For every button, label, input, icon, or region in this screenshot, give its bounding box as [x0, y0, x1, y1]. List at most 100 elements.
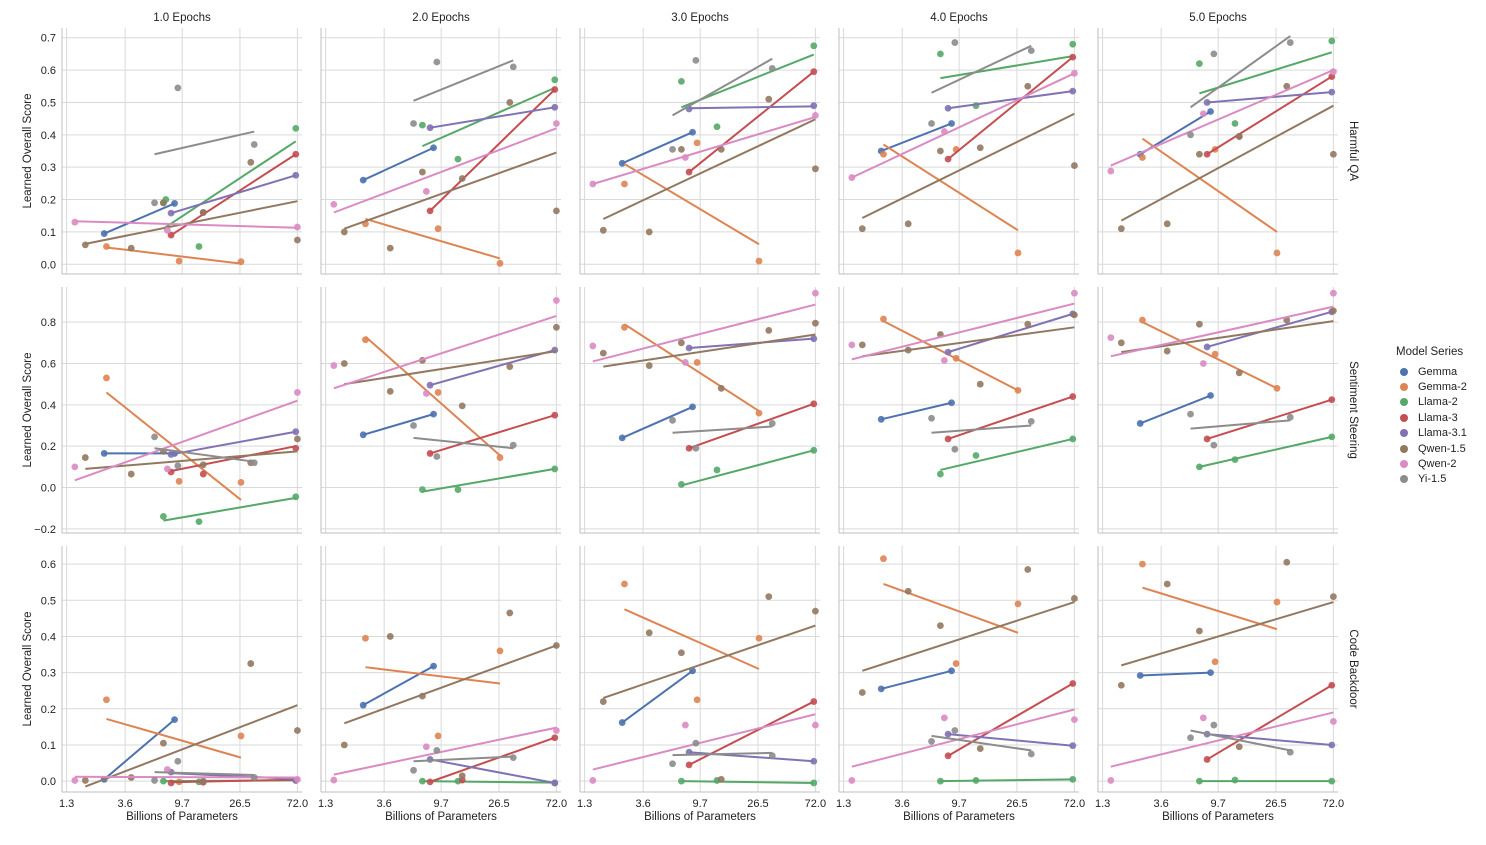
fit-line-gemma	[362, 413, 434, 436]
fit-line-gemma-2	[623, 163, 760, 246]
data-point-gemma	[359, 176, 367, 184]
data-point-llama-3-1	[1069, 87, 1077, 95]
x-axis-label: Billions of Parameters	[385, 811, 497, 823]
fit-line-llama-3	[1206, 684, 1333, 761]
data-point-yi-1-5	[1210, 441, 1218, 449]
data-point-qwen-1-5	[904, 220, 912, 228]
data-point-llama-3	[1069, 680, 1077, 687]
legend-item: Gemma-2	[1396, 379, 1482, 394]
fit-line-gemma-2	[106, 717, 242, 759]
data-point-qwen-1-5	[506, 363, 514, 370]
fit-line-gemma-2	[882, 143, 1019, 232]
fit-line-llama-3	[429, 88, 556, 212]
data-point-llama-3	[1328, 396, 1336, 404]
data-point-llama-2	[1231, 776, 1239, 784]
data-point-qwen-2	[589, 777, 597, 784]
data-point-gemma	[618, 434, 626, 442]
x-tick-label: 72.0	[805, 798, 826, 810]
data-point-gemma	[430, 144, 437, 152]
data-point-qwen-1-5	[81, 777, 89, 784]
data-point-gemma-2	[621, 323, 628, 331]
data-point-gemma-2	[1014, 386, 1022, 394]
column-title: 1.0 Epochs	[153, 12, 211, 24]
fit-line-qwen-2	[1110, 305, 1334, 358]
y-tick-label: 0.5	[41, 595, 56, 607]
data-point-gemma-2	[237, 478, 245, 486]
data-point-gemma	[948, 399, 955, 407]
y-tick-label: 0.4	[41, 631, 56, 643]
fit-line-qwen-2	[74, 775, 298, 779]
fit-line-qwen-1-5	[1121, 601, 1334, 667]
fit-line-gemma-2	[623, 323, 760, 412]
data-point-qwen-1-5	[858, 225, 866, 233]
data-point-qwen-2	[330, 201, 338, 208]
fit-line-qwen-1-5	[603, 333, 816, 368]
data-point-qwen-1-5	[506, 99, 514, 106]
column-title: 4.0 Epochs	[930, 12, 988, 24]
fit-line-llama-3	[429, 414, 556, 455]
data-point-yi-1-5	[928, 414, 935, 422]
legend-label: Llama-3	[1418, 411, 1458, 424]
x-axis-label: Billions of Parameters	[1162, 811, 1274, 823]
legend-label: Llama-3.1	[1418, 427, 1467, 440]
fit-line-qwen-1-5	[1120, 104, 1334, 222]
fit-line-llama-3	[947, 682, 1074, 757]
data-point-qwen-1-5	[386, 387, 394, 395]
data-point-llama-3-1	[292, 428, 300, 436]
data-point-llama-2	[418, 121, 426, 129]
data-point-qwen-2	[589, 180, 597, 188]
data-point-gemma-2	[103, 374, 110, 382]
data-point-qwen-1-5	[1070, 162, 1078, 169]
fit-line-yi-1-5	[154, 447, 255, 463]
data-point-llama-3-1	[944, 104, 952, 112]
data-point-gemma	[100, 450, 108, 457]
data-point-qwen-1-5	[645, 362, 653, 369]
data-point-gemma	[877, 685, 885, 693]
data-point-qwen-1-5	[1163, 347, 1171, 355]
x-tick-label: 1.3	[59, 798, 74, 810]
data-point-qwen-2	[681, 154, 689, 161]
fit-line-qwen-1-5	[344, 350, 557, 386]
data-point-qwen-1-5	[904, 346, 912, 354]
data-point-qwen-1-5	[247, 158, 255, 166]
fit-line-gemma	[362, 665, 435, 707]
data-point-yi-1-5	[768, 65, 776, 72]
data-point-qwen-2	[163, 226, 171, 234]
data-point-gemma-2	[496, 259, 504, 267]
data-point-gemma-2	[755, 257, 763, 265]
data-point-qwen-2	[589, 342, 597, 350]
data-point-qwen-1-5	[1283, 82, 1291, 90]
data-point-qwen-2	[1329, 718, 1337, 725]
data-point-yi-1-5	[951, 727, 959, 734]
data-point-yi-1-5	[509, 441, 517, 449]
data-point-qwen-2	[422, 188, 430, 195]
data-point-qwen-1-5	[1163, 580, 1171, 588]
y-tick-label: 0.2	[41, 441, 56, 453]
data-point-llama-3	[426, 450, 434, 457]
fit-line-qwen-1-5	[602, 118, 816, 220]
data-point-qwen-2	[848, 174, 856, 181]
fit-line-gemma	[880, 122, 952, 152]
x-axis-label: Billions of Parameters	[903, 811, 1015, 823]
data-point-yi-1-5	[1027, 47, 1035, 55]
data-point-qwen-1-5	[386, 244, 394, 252]
data-point-qwen-1-5	[1329, 307, 1337, 315]
data-point-llama-3-1	[1203, 99, 1211, 106]
fit-line-llama-3	[688, 700, 815, 766]
data-point-llama-2	[1069, 435, 1077, 443]
fit-line-qwen-2	[592, 303, 816, 363]
data-point-llama-2	[1231, 456, 1239, 464]
fit-line-gemma	[362, 146, 434, 182]
data-point-gemma	[1207, 392, 1214, 399]
data-point-yi-1-5	[174, 84, 182, 92]
data-point-yi-1-5	[410, 120, 417, 127]
data-point-qwen-1-5	[458, 772, 466, 780]
fit-line-yi-1-5	[1190, 419, 1291, 430]
data-point-llama-2	[713, 466, 721, 474]
x-tick-label: 26.5	[488, 798, 509, 810]
row-title: Sentiment Steering	[1347, 361, 1359, 459]
fit-line-qwen-1-5	[85, 200, 298, 245]
data-point-qwen-2	[552, 727, 560, 734]
data-point-gemma-2	[1014, 249, 1022, 257]
data-point-qwen-1-5	[1024, 566, 1032, 573]
